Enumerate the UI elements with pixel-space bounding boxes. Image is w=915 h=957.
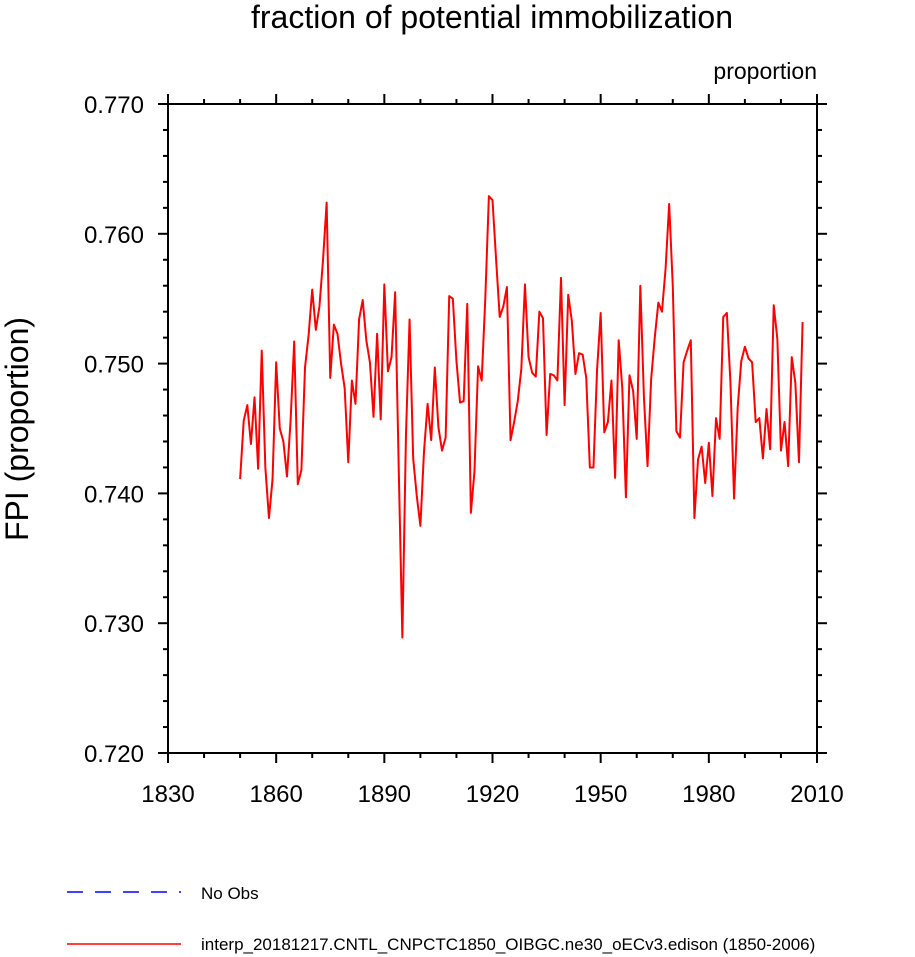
legend: No Obs interp_20181217.CNTL_CNPCTC1850_O…	[67, 884, 815, 954]
units-label: proportion	[713, 58, 817, 84]
plot-frame	[167, 103, 818, 754]
y-tick-label: 0.730	[84, 611, 144, 638]
x-tick-label: 1860	[249, 781, 302, 808]
x-tick-label: 1830	[141, 781, 194, 808]
series-line-model	[239, 195, 804, 639]
x-tick-label: 1920	[466, 781, 519, 808]
x-tick-label: 1890	[358, 781, 411, 808]
x-tick-label: 1980	[682, 781, 735, 808]
y-axis-label: FPI (proportion)	[0, 317, 35, 541]
y-tick-label: 0.740	[84, 481, 144, 508]
y-tick-label: 0.770	[84, 92, 144, 119]
x-tick-label: 1950	[574, 781, 627, 808]
x-tick-label: 2010	[790, 781, 843, 808]
legend-label-no-obs: No Obs	[201, 884, 259, 903]
series-group	[239, 195, 804, 639]
axes-ticks	[158, 94, 827, 763]
y-tick-label: 0.720	[84, 741, 144, 768]
y-tick-label: 0.760	[84, 222, 144, 249]
tick-labels: 1830 1860 1890 1920 1950 1980 2010 0.720 0.730 0.…	[84, 92, 844, 808]
y-tick-label: 0.750	[84, 352, 144, 379]
chart-title: fraction of potential immobilization	[251, 0, 733, 35]
legend-label-model: interp_20181217.CNTL_CNPCTC1850_OIBGC.ne…	[201, 935, 815, 954]
